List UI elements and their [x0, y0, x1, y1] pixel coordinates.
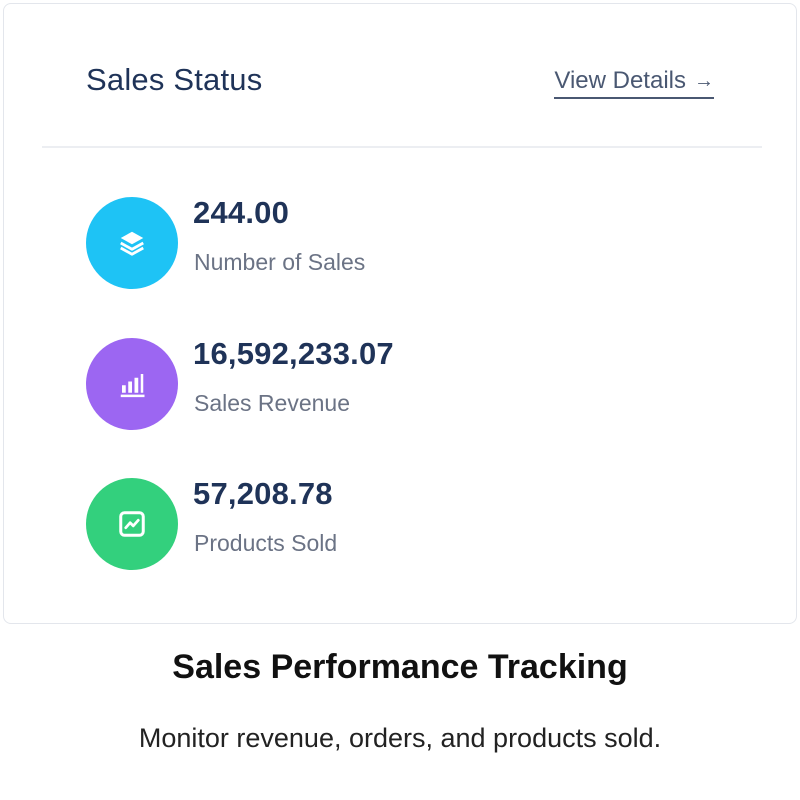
stat-sales-revenue: 16,592,233.07 Sales Revenue [86, 336, 686, 438]
stat-label: Sales Revenue [194, 390, 350, 416]
stat-products-sold: 57,208.78 Products Sold [86, 476, 686, 578]
trend-chart-icon [86, 478, 178, 570]
footer-subtitle: Monitor revenue, orders, and products so… [138, 723, 662, 753]
sales-status-card: Sales Status View Details → 244.00 Numbe… [3, 3, 797, 624]
card-header: Sales Status View Details → [4, 4, 796, 146]
stat-value: 16,592,233.07 [193, 336, 394, 371]
footer-title: Sales Performance Tracking [172, 648, 628, 686]
stat-value: 244.00 [193, 195, 290, 230]
stat-value: 57,208.78 [193, 476, 333, 511]
view-details-label: View Details [554, 67, 686, 94]
card-title: Sales Status [86, 62, 263, 97]
header-divider [42, 146, 762, 148]
bar-chart-icon [86, 338, 178, 430]
stat-label: Number of Sales [194, 249, 366, 275]
stat-label: Products Sold [194, 530, 338, 556]
stat-number-of-sales: 244.00 Number of Sales [86, 195, 686, 297]
view-details-link[interactable]: View Details → [554, 66, 714, 99]
arrow-right-icon: → [694, 70, 714, 92]
layers-icon [86, 197, 178, 289]
